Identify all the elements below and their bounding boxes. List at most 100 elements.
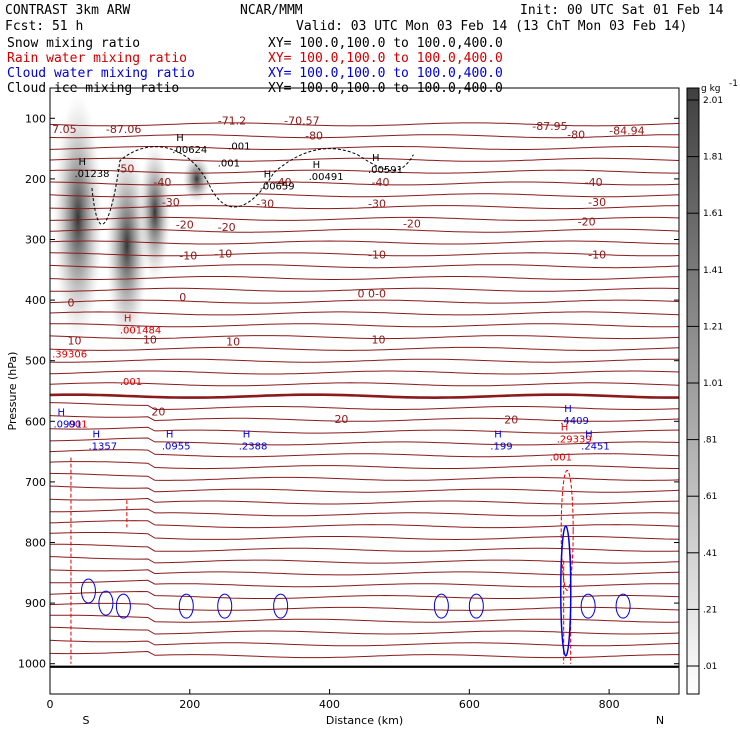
extremum-value: .00659 xyxy=(260,182,295,193)
isotherm-line xyxy=(50,205,679,210)
y-axis-label: Pressure (hPa) xyxy=(6,352,19,431)
rain-contour xyxy=(560,469,574,591)
extremum-value: .001 xyxy=(218,159,240,170)
cloud-water-contour xyxy=(615,593,631,619)
isotherm-line xyxy=(50,556,679,564)
isotherm-line xyxy=(50,461,679,470)
isotherm-label: -80 xyxy=(305,129,323,142)
isotherm-line xyxy=(50,252,679,257)
extremum-marker: H xyxy=(57,407,65,418)
isotherm-label: 20 xyxy=(151,406,165,419)
extremum-marker: H xyxy=(585,430,593,441)
extremum-value: .29339 xyxy=(557,434,592,445)
extremum-value: .4409 xyxy=(560,416,589,427)
extremum-marker: H xyxy=(78,157,86,168)
isotherm-line xyxy=(50,287,679,292)
isotherm-label: -20 xyxy=(176,218,194,231)
isotherm-label: 7.05 xyxy=(52,123,76,136)
colorbar-label: 1.01 xyxy=(703,379,723,389)
isotherm-line xyxy=(50,415,679,422)
colorbar-label: 1.61 xyxy=(703,209,723,219)
isotherm-line xyxy=(50,485,679,493)
isotherm-label: -50 xyxy=(116,163,134,176)
isotherm-line xyxy=(50,579,679,588)
isotherm-label: -30 xyxy=(368,198,386,211)
isotherm-label: -10 xyxy=(179,249,197,262)
extremum-value: .001 xyxy=(65,419,87,430)
colorbar-label: .01 xyxy=(703,662,717,672)
colorbar-units: g kg xyxy=(701,84,721,94)
isotherm-label: 10 xyxy=(143,333,157,346)
extremum-marker: H xyxy=(92,430,100,441)
model-title: CONTRAST 3km ARW xyxy=(5,3,130,18)
y-tick-label: 400 xyxy=(25,294,46,307)
south-label: S xyxy=(83,714,90,727)
extremum-value: .00591 xyxy=(368,165,403,176)
snow-shading-plume xyxy=(182,154,211,204)
y-tick-label: 300 xyxy=(25,234,46,247)
isotherm-label: 0 xyxy=(358,287,365,300)
isotherm-line xyxy=(50,169,679,174)
colorbar-label: .61 xyxy=(703,492,717,502)
cloud-water-contour xyxy=(560,525,572,657)
extremum-marker: H xyxy=(561,422,569,433)
cloud-water-contour xyxy=(433,593,449,619)
extremum-marker: H xyxy=(176,133,184,144)
snow-shading-plume xyxy=(53,94,103,343)
isotherm-label: -20 xyxy=(403,218,421,231)
cloud-water-contour xyxy=(178,593,194,619)
extremum-marker: H xyxy=(372,153,380,164)
legend-rain-xy: XY= 100.0,100.0 to 100.0,400.0 xyxy=(268,51,503,66)
extremum-marker: H xyxy=(494,430,502,441)
isotherm-line xyxy=(50,508,679,517)
isotherm-line xyxy=(50,520,679,529)
isotherm-label: 20 xyxy=(334,413,348,426)
isotherm-line xyxy=(50,497,679,505)
snow-shading-plume xyxy=(139,142,171,282)
colorbar-label: 1.21 xyxy=(703,322,723,332)
cloud-water-contour xyxy=(468,593,484,619)
isotherm-label: -30 xyxy=(588,196,606,209)
isotherm-label: 0 xyxy=(67,297,74,310)
x-tick-label: 200 xyxy=(179,698,200,711)
isotherm-label: -70.57 xyxy=(284,115,319,128)
isotherm-label: -87.06 xyxy=(106,123,141,136)
cloud-ice-contour xyxy=(91,146,414,225)
forecast-hour: Fcst: 51 h xyxy=(5,19,83,34)
y-tick-label: 700 xyxy=(25,476,46,489)
isotherm-line xyxy=(50,276,679,280)
isotherm-line xyxy=(50,426,679,434)
isotherm-label: -84.94 xyxy=(609,124,644,137)
isotherm-label: 0-0 xyxy=(368,287,386,300)
isotherm-label: -71.2 xyxy=(218,115,246,128)
x-tick-label: 0 xyxy=(47,698,54,711)
isotherm-line xyxy=(50,437,679,446)
extremum-value: .00624 xyxy=(172,145,207,156)
isotherm-label: -87.95 xyxy=(532,120,567,133)
extremum-marker: H xyxy=(264,170,272,181)
org-label: NCAR/MMM xyxy=(240,3,303,18)
plot-frame xyxy=(49,87,680,695)
legend-snow-label: Snow mixing ratio xyxy=(7,36,140,51)
isotherm-line xyxy=(50,216,679,221)
x-axis-label: Distance (km) xyxy=(326,714,403,727)
colorbar-label: .21 xyxy=(703,605,717,615)
isotherm-line xyxy=(50,590,679,599)
isotherm-label: -20 xyxy=(218,221,236,234)
x-tick-label: 800 xyxy=(599,698,620,711)
extremum-marker: H xyxy=(243,430,251,441)
y-tick-label: 800 xyxy=(25,537,46,550)
colorbar-label: 1.41 xyxy=(703,266,723,276)
cloud-water-contour xyxy=(115,593,131,619)
snow-shading-plume xyxy=(105,142,148,349)
isotherm-label: -40 xyxy=(274,176,292,189)
isotherm-line xyxy=(50,299,679,304)
isotherm-line xyxy=(50,146,679,150)
legend-cloudwater-label: Cloud water mixing ratio xyxy=(7,66,195,81)
isotherm-line xyxy=(50,650,679,659)
isotherm-label: 0 xyxy=(179,291,186,304)
isotherm-line xyxy=(50,569,679,576)
legend-rain-label: Rain water mixing ratio xyxy=(7,51,187,66)
isotherm-line xyxy=(50,532,679,541)
extremum-value: .1357 xyxy=(88,442,117,453)
